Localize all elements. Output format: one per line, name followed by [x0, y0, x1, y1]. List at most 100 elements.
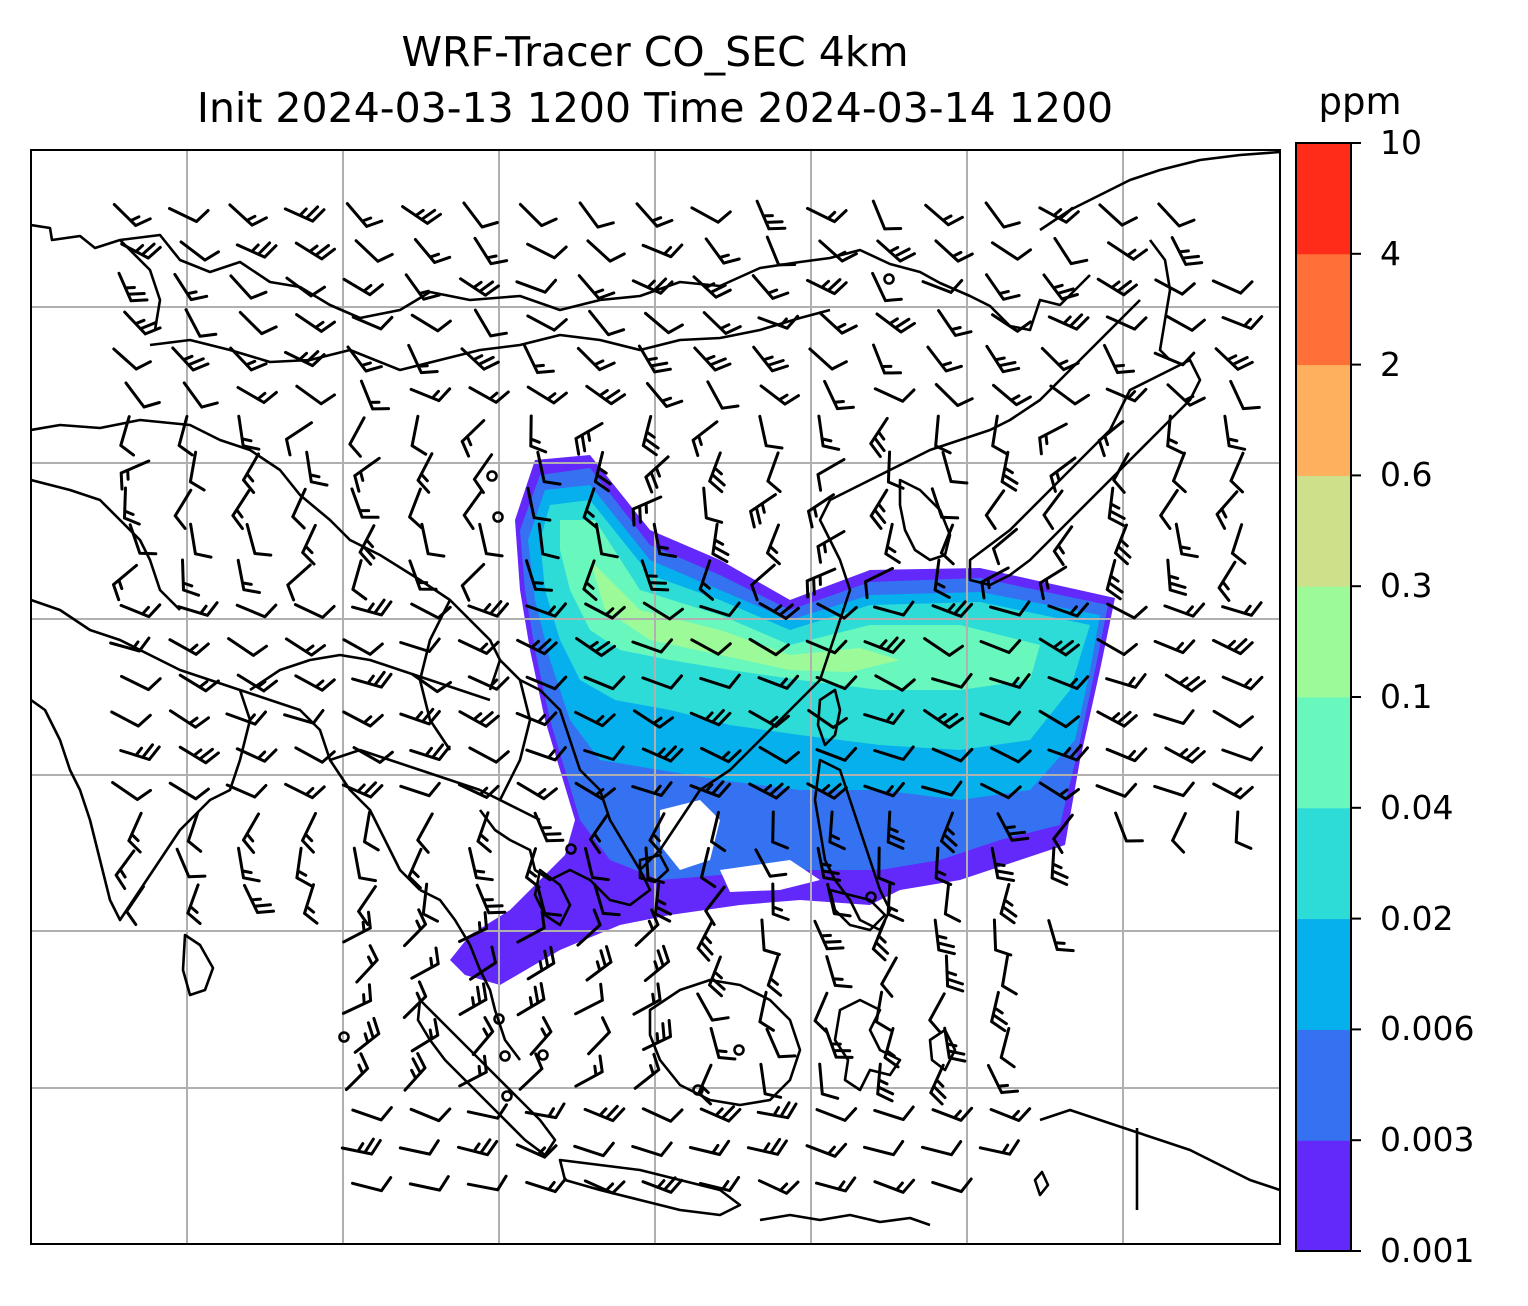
wind-barb: [229, 274, 268, 300]
wind-barb: [869, 488, 889, 530]
wind-barb: [645, 382, 684, 408]
wind-barb: [748, 782, 790, 800]
wind-barb: [750, 563, 776, 602]
wind-barb: [815, 746, 858, 762]
wind-barb: [466, 1174, 508, 1192]
wind-barb: [119, 415, 135, 457]
wind-barb: [168, 709, 210, 729]
wind-barb: [351, 598, 393, 617]
wind-barb: [699, 673, 741, 690]
wind-barb: [526, 486, 552, 522]
wind-barb: [1221, 746, 1263, 762]
wind-barb: [886, 810, 905, 850]
wind-barb: [754, 848, 788, 878]
wind-barb: [168, 781, 210, 801]
wind-barb: [884, 522, 901, 564]
wind-barb: [1105, 747, 1148, 763]
wind-barb: [235, 747, 278, 763]
wind-barb: [1212, 709, 1254, 729]
wind-barb: [813, 991, 829, 1034]
wind-barb: [295, 313, 336, 333]
wind-barb: [413, 238, 452, 264]
wind-barb: [112, 347, 152, 371]
wind-barb: [467, 675, 510, 691]
wind-barb: [1095, 782, 1138, 798]
wind-barb: [524, 1102, 566, 1120]
wind-barb: [931, 600, 974, 618]
wind-barb: [235, 241, 278, 259]
wind-barb: [652, 522, 678, 558]
wind-barb: [178, 745, 220, 765]
wind-barb: [516, 910, 546, 944]
wind-barb: [515, 711, 558, 727]
wind-barb: [237, 414, 261, 451]
wind-barb: [758, 990, 775, 1032]
wind-barb: [631, 781, 673, 797]
wind-barb: [588, 309, 626, 337]
wind-barb: [342, 910, 372, 944]
wind-barb: [813, 919, 845, 951]
wind-barb: [1047, 744, 1089, 762]
colorbar-tick-label: 0.6: [1380, 455, 1433, 495]
wind-barb: [186, 883, 202, 925]
wind-barb: [410, 313, 452, 333]
wind-barb: [931, 747, 974, 763]
wind-barb: [348, 416, 366, 458]
wind-barb: [943, 882, 962, 923]
wind-barb: [573, 1141, 615, 1158]
wind-barb: [989, 1107, 1032, 1122]
wind-barb: [399, 707, 441, 726]
wind-barb: [930, 487, 960, 520]
wind-barb: [229, 346, 268, 372]
wind-barb: [587, 1016, 611, 1056]
wind-barb: [989, 600, 1031, 617]
wind-barb: [291, 487, 307, 530]
wind-barb: [475, 883, 507, 915]
wind-barb: [284, 782, 326, 800]
wind-barb: [473, 236, 509, 266]
wind-barb: [631, 495, 663, 527]
wind-barb: [758, 602, 800, 620]
wind-barb: [999, 883, 1018, 925]
wind-barb: [759, 384, 800, 406]
wind-barb: [350, 487, 380, 519]
wind-barb: [921, 279, 964, 294]
wind-barb: [574, 710, 616, 728]
wind-barb: [410, 1018, 440, 1053]
wind-barb: [301, 523, 317, 566]
wind-barb: [1217, 560, 1237, 602]
wind-barb: [826, 882, 852, 918]
wind-barb: [708, 451, 726, 494]
wind-barb: [700, 746, 742, 764]
wind-barb: [688, 1139, 731, 1156]
wind-barb: [242, 452, 260, 494]
wind-barb: [999, 1027, 1016, 1069]
wind-barb: [468, 746, 510, 764]
wind-barb: [641, 1107, 684, 1123]
wind-barb: [873, 1105, 915, 1122]
wind-barb: [875, 312, 916, 334]
wind-barb: [1159, 489, 1179, 530]
wind-barb: [231, 488, 251, 530]
wind-barb: [1164, 314, 1206, 332]
wind-barb: [409, 387, 452, 403]
wind-barb: [173, 488, 193, 530]
wind-barb: [1164, 673, 1206, 693]
wind-barb: [863, 709, 905, 725]
wind-barb: [1114, 523, 1132, 566]
wind-barb: [285, 421, 313, 457]
wind-barb: [828, 810, 846, 851]
wind-barb: [757, 674, 800, 690]
wind-barb: [359, 379, 391, 411]
wind-barb: [689, 780, 732, 798]
wind-barb: [1215, 490, 1239, 530]
wind-barb: [886, 450, 905, 490]
wind-barb: [696, 920, 714, 962]
wind-barb: [578, 201, 615, 229]
coastlines: [31, 150, 1280, 1227]
wind-barb: [515, 278, 558, 294]
colorbar-segment: [1296, 586, 1351, 698]
wind-barb: [460, 347, 500, 371]
wind-barb: [457, 1138, 499, 1157]
